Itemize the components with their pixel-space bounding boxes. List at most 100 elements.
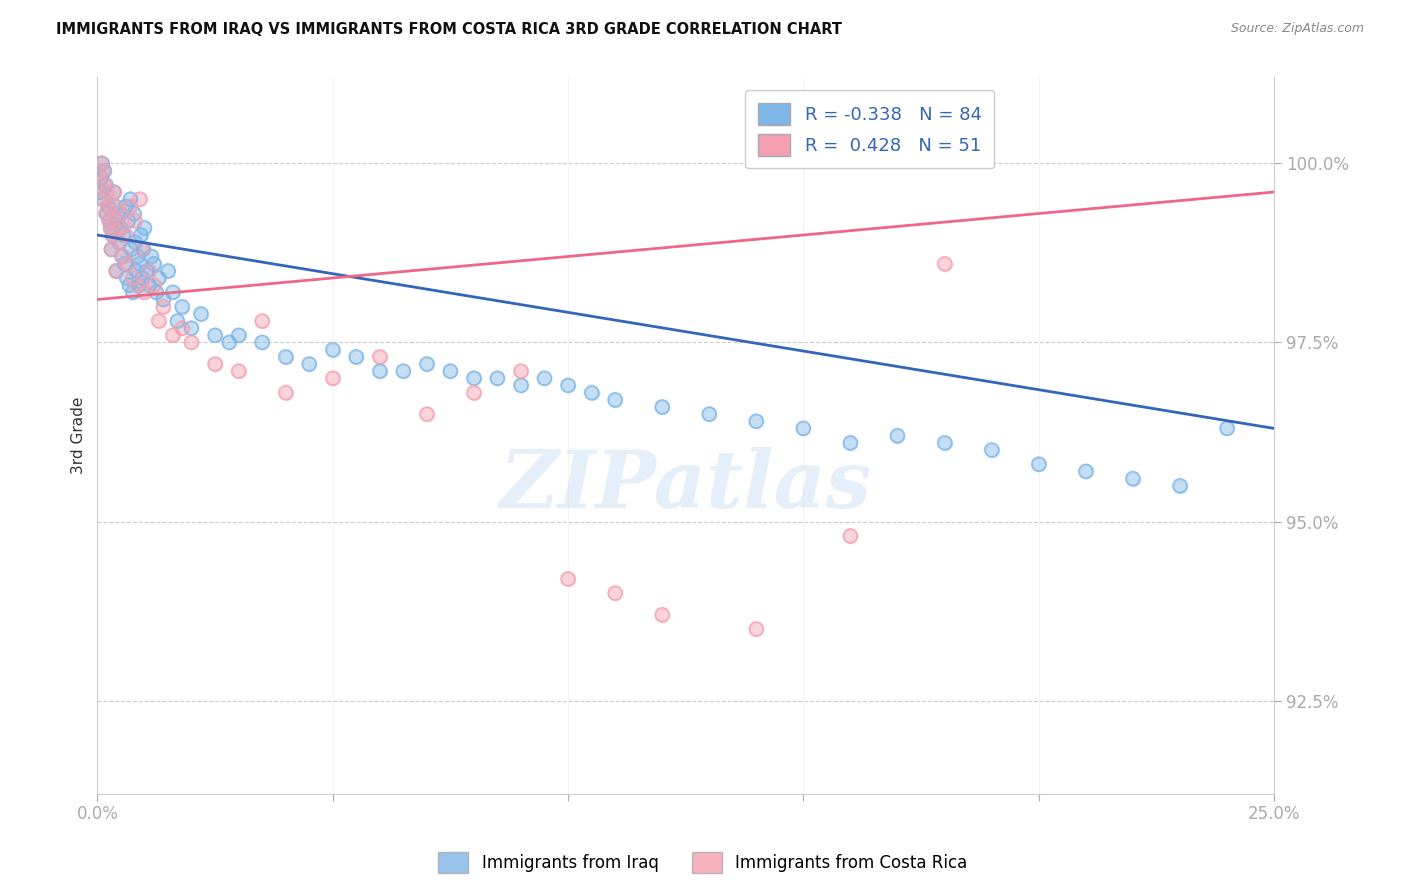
Point	[125, 264, 148, 278]
Point	[368, 364, 391, 378]
Point	[934, 257, 956, 271]
Point	[980, 442, 1002, 457]
Point	[416, 407, 439, 421]
Point	[839, 435, 862, 450]
Point	[1028, 457, 1050, 471]
Point	[416, 357, 439, 371]
Point	[105, 264, 128, 278]
Point	[651, 607, 673, 622]
Point	[138, 264, 160, 278]
Point	[110, 220, 132, 235]
Point	[91, 192, 114, 206]
Point	[105, 213, 128, 227]
Point	[298, 357, 321, 371]
Point	[934, 435, 956, 450]
Point	[180, 335, 202, 350]
Point	[463, 371, 485, 385]
Point	[142, 257, 165, 271]
Point	[100, 220, 122, 235]
Point	[463, 371, 485, 385]
Point	[98, 213, 121, 227]
Point	[839, 529, 862, 543]
Point	[148, 314, 170, 328]
Point	[344, 350, 367, 364]
Point	[91, 163, 114, 178]
Point	[486, 371, 509, 385]
Point	[96, 185, 118, 199]
Point	[90, 170, 112, 185]
Y-axis label: 3rd Grade: 3rd Grade	[72, 397, 86, 475]
Point	[98, 213, 121, 227]
Point	[368, 350, 391, 364]
Point	[510, 364, 533, 378]
Point	[131, 271, 153, 285]
Point	[121, 271, 143, 285]
Point	[250, 335, 273, 350]
Point	[121, 285, 143, 300]
Point	[135, 264, 157, 278]
Point	[110, 220, 132, 235]
Point	[128, 192, 150, 206]
Point	[108, 206, 131, 220]
Point	[91, 156, 114, 170]
Point	[124, 235, 146, 249]
Point	[98, 213, 121, 227]
Point	[142, 257, 165, 271]
Legend: Immigrants from Iraq, Immigrants from Costa Rica: Immigrants from Iraq, Immigrants from Co…	[432, 846, 974, 880]
Point	[204, 328, 226, 343]
Point	[124, 213, 146, 227]
Point	[510, 364, 533, 378]
Point	[107, 235, 129, 249]
Point	[322, 343, 344, 357]
Point	[105, 264, 128, 278]
Point	[129, 227, 152, 242]
Point	[463, 385, 485, 400]
Point	[250, 314, 273, 328]
Point	[121, 271, 143, 285]
Point	[100, 220, 122, 235]
Point	[91, 192, 114, 206]
Point	[934, 435, 956, 450]
Point	[105, 213, 128, 227]
Point	[125, 264, 148, 278]
Point	[94, 178, 117, 192]
Point	[91, 192, 114, 206]
Point	[745, 414, 768, 428]
Point	[90, 170, 112, 185]
Point	[129, 227, 152, 242]
Point	[392, 364, 415, 378]
Point	[557, 572, 579, 586]
Point	[162, 285, 184, 300]
Point	[134, 285, 156, 300]
Point	[128, 192, 150, 206]
Point	[170, 300, 193, 314]
Point	[114, 199, 136, 213]
Point	[124, 213, 146, 227]
Point	[117, 257, 139, 271]
Point	[120, 199, 142, 213]
Point	[298, 357, 321, 371]
Point	[104, 199, 127, 213]
Point	[124, 235, 146, 249]
Point	[170, 321, 193, 335]
Point	[1216, 421, 1239, 435]
Point	[1168, 478, 1191, 492]
Point	[107, 235, 129, 249]
Point	[152, 293, 174, 307]
Point	[142, 278, 165, 293]
Point	[101, 227, 124, 242]
Point	[94, 206, 117, 220]
Point	[138, 278, 160, 293]
Point	[745, 622, 768, 636]
Point	[122, 206, 145, 220]
Point	[110, 220, 132, 235]
Point	[344, 350, 367, 364]
Point	[557, 378, 579, 392]
Point	[581, 385, 603, 400]
Point	[90, 156, 112, 170]
Point	[112, 250, 135, 264]
Point	[100, 243, 122, 257]
Point	[128, 257, 150, 271]
Point	[91, 163, 114, 178]
Point	[131, 271, 153, 285]
